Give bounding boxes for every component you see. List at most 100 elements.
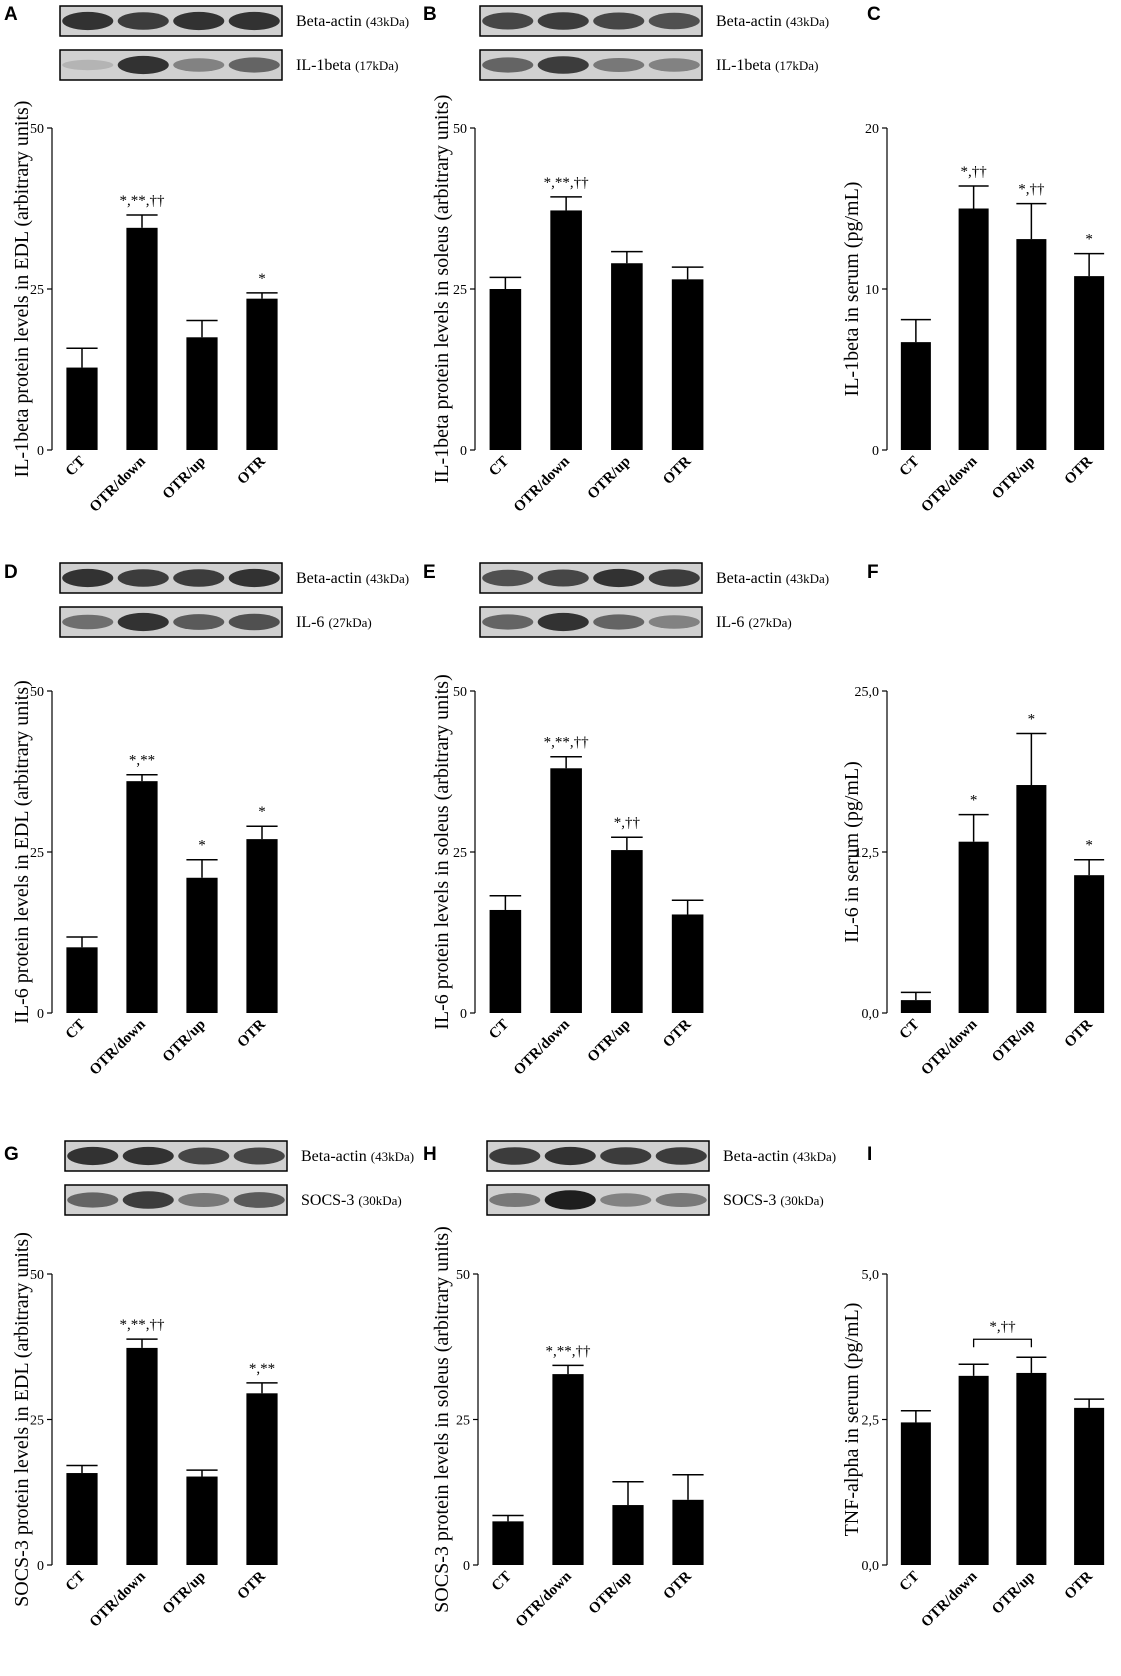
y-tick-label: 0 <box>37 1007 44 1022</box>
category-label: OTR/up <box>585 1017 634 1066</box>
bar <box>958 208 989 450</box>
y-axis-label: IL-6 in serum (pg/mL) <box>841 761 863 943</box>
y-tick-label: 0 <box>460 444 467 459</box>
y-tick-label: 0 <box>37 444 44 459</box>
blot-band <box>173 58 225 72</box>
blot-band <box>178 1147 230 1165</box>
blot-0: Beta-actin (43kDa) <box>479 562 829 594</box>
bar <box>672 1499 704 1565</box>
category-label: OTR <box>1062 1568 1096 1602</box>
category-label: OTR <box>1062 1016 1096 1050</box>
bar <box>1074 875 1105 1013</box>
blot-band <box>62 59 114 71</box>
bar <box>489 289 522 450</box>
blot-0: Beta-actin (43kDa) <box>59 5 409 37</box>
bar <box>186 877 218 1013</box>
bar <box>1016 785 1047 1013</box>
blot-band <box>648 569 700 587</box>
significance-label: *,**,†† <box>544 175 590 191</box>
blot-1: IL-1beta (17kDa) <box>479 49 818 81</box>
category-label: CT <box>486 454 512 480</box>
category-label: OTR/up <box>989 454 1038 503</box>
blot-band <box>173 569 225 587</box>
blot-band <box>173 11 225 31</box>
significance-label: *,** <box>249 1361 275 1377</box>
y-tick-label: 0 <box>872 444 879 459</box>
category-label: OTR/down <box>918 1016 980 1078</box>
blot-label: IL-6 (27kDa) <box>716 614 792 631</box>
blot-band <box>537 612 589 632</box>
significance-label: *,†† <box>989 1319 1016 1335</box>
bar <box>1074 276 1105 450</box>
category-label: OTR <box>235 453 269 487</box>
y-axis-label: IL-6 protein levels in EDL (arbitrary un… <box>11 680 33 1024</box>
blot-band <box>178 1193 230 1207</box>
bar <box>958 841 989 1013</box>
y-tick-label: 50 <box>30 685 44 700</box>
category-label: OTR <box>660 1016 694 1050</box>
panel-c: C 0 10 20 IL-1beta in serum (pg/mL) CT *,†† OTR… <box>841 4 1105 516</box>
panel-letter: I <box>867 1144 872 1165</box>
blot-band <box>482 614 534 630</box>
category-label: OTR/down <box>87 1568 149 1630</box>
category-label: CT <box>489 1569 515 1595</box>
significance-label: * <box>1085 232 1093 248</box>
blot-band <box>67 1192 119 1208</box>
blot-1: SOCS-3 (30kDa) <box>64 1184 402 1216</box>
blot-band <box>122 1191 174 1209</box>
category-label: CT <box>897 454 923 480</box>
bar <box>900 1000 931 1013</box>
blot-band <box>228 568 280 588</box>
panel-a: A Beta-actin (43kDa) IL-1beta (17kDa) 0 25 50… <box>4 4 409 516</box>
panel-d: D Beta-actin (43kDa) IL-6 (27kDa) 0 25 50IL-6… <box>4 562 409 1079</box>
bar <box>552 1374 584 1565</box>
significance-label: *,**,†† <box>544 735 590 751</box>
significance-label: *,**,†† <box>120 193 166 209</box>
category-label: OTR/down <box>87 453 149 515</box>
blot-label: Beta-actin (43kDa) <box>716 570 829 587</box>
category-label: OTR/down <box>513 1568 575 1630</box>
blot-label: SOCS-3 (30kDa) <box>301 1192 402 1209</box>
category-label: OTR/up <box>160 1017 209 1066</box>
category-label: OTR/up <box>989 1569 1038 1618</box>
bar <box>611 263 643 450</box>
y-tick-label: 25 <box>456 1414 470 1429</box>
bar <box>186 337 218 450</box>
bar <box>1016 239 1047 450</box>
y-tick-label: 5,0 <box>862 1268 880 1283</box>
blot-0: Beta-actin (43kDa) <box>59 562 409 594</box>
bar <box>1016 1372 1047 1565</box>
blot-1: IL-6 (27kDa) <box>479 606 792 638</box>
panel-f: F 0,0 12,5 25,0 IL-6 in serum (pg/mL) CT * OTR/… <box>841 562 1105 1079</box>
category-label: CT <box>897 1017 923 1043</box>
blot-band <box>482 569 534 587</box>
blot-1: IL-6 (27kDa) <box>59 606 372 638</box>
y-tick-label: 50 <box>456 1268 470 1283</box>
category-label: CT <box>486 1017 512 1043</box>
blot-band <box>228 57 280 73</box>
significance-label: *,†† <box>614 815 641 831</box>
bar <box>489 909 522 1013</box>
blot-label: Beta-actin (43kDa) <box>716 13 829 30</box>
bar <box>1074 1407 1105 1565</box>
blot-band <box>537 569 589 587</box>
bar <box>611 850 643 1013</box>
bar <box>66 1473 98 1565</box>
bar <box>246 1393 278 1565</box>
blot-band <box>228 613 280 631</box>
blot-label: Beta-actin (43kDa) <box>723 1148 836 1165</box>
bar <box>126 781 158 1013</box>
blot-band <box>648 615 700 629</box>
category-label: OTR/up <box>585 454 634 503</box>
blot-band <box>173 614 225 630</box>
category-label: CT <box>63 1017 89 1043</box>
y-tick-label: 25 <box>453 846 467 861</box>
category-label: OTR/down <box>511 453 573 515</box>
category-label: OTR <box>235 1568 269 1602</box>
panel-e: E Beta-actin (43kDa) IL-6 (27kDa) 0 25 50IL-6… <box>423 562 829 1079</box>
bar <box>492 1521 524 1565</box>
blot-band <box>593 58 645 72</box>
y-tick-label: 20 <box>865 122 879 137</box>
blot-label: IL-6 (27kDa) <box>296 614 372 631</box>
